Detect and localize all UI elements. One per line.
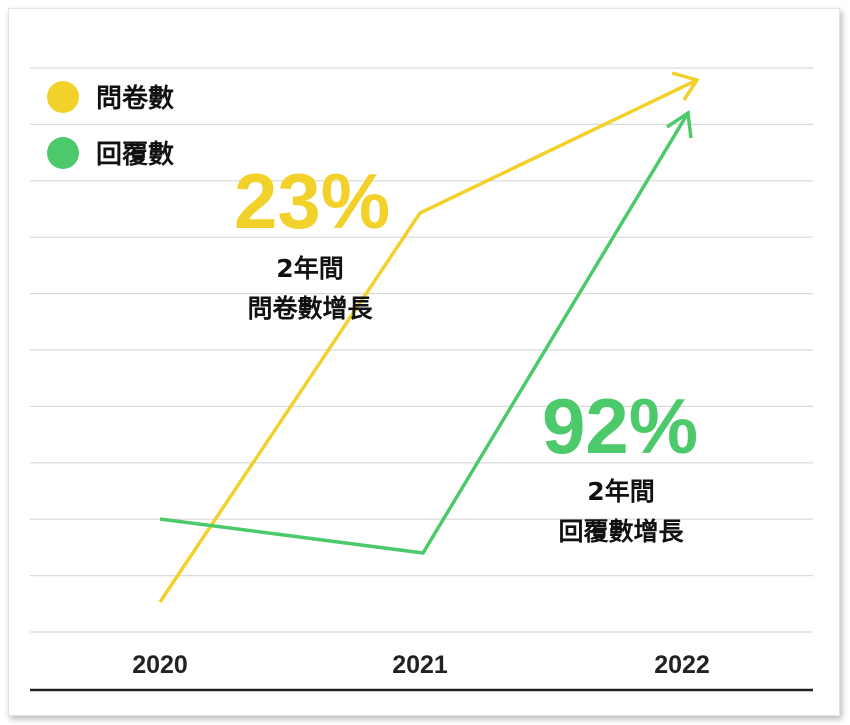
chart-frame bbox=[8, 8, 840, 716]
x-tick-2021: 2021 bbox=[392, 651, 448, 679]
annotation-line1-questionnaires: 2年間 bbox=[276, 254, 343, 283]
series-line-questionnaires bbox=[158, 78, 698, 603]
annotation-value-questionnaires: 23% bbox=[234, 157, 390, 245]
series-line-responses bbox=[159, 112, 690, 555]
x-tick-2022: 2022 bbox=[654, 651, 710, 679]
annotation-line2-questionnaires: 問卷數增長 bbox=[247, 294, 373, 323]
legend: 問卷數 回覆數 bbox=[47, 81, 174, 170]
legend-label-responses: 回覆數 bbox=[96, 140, 174, 170]
arrowhead-questionnaires bbox=[671, 71, 700, 101]
annotation-value-responses: 92% bbox=[542, 382, 698, 470]
arrowhead-responses bbox=[666, 109, 693, 139]
annotation-line2-responses: 回覆數增長 bbox=[558, 517, 684, 546]
x-tick-2020: 2020 bbox=[132, 651, 188, 679]
legend-dot-responses bbox=[47, 137, 79, 169]
annotation-line1-responses: 2年間 bbox=[587, 477, 654, 506]
legend-dot-questionnaires bbox=[47, 81, 79, 113]
legend-label-questionnaires: 問卷數 bbox=[96, 84, 174, 114]
